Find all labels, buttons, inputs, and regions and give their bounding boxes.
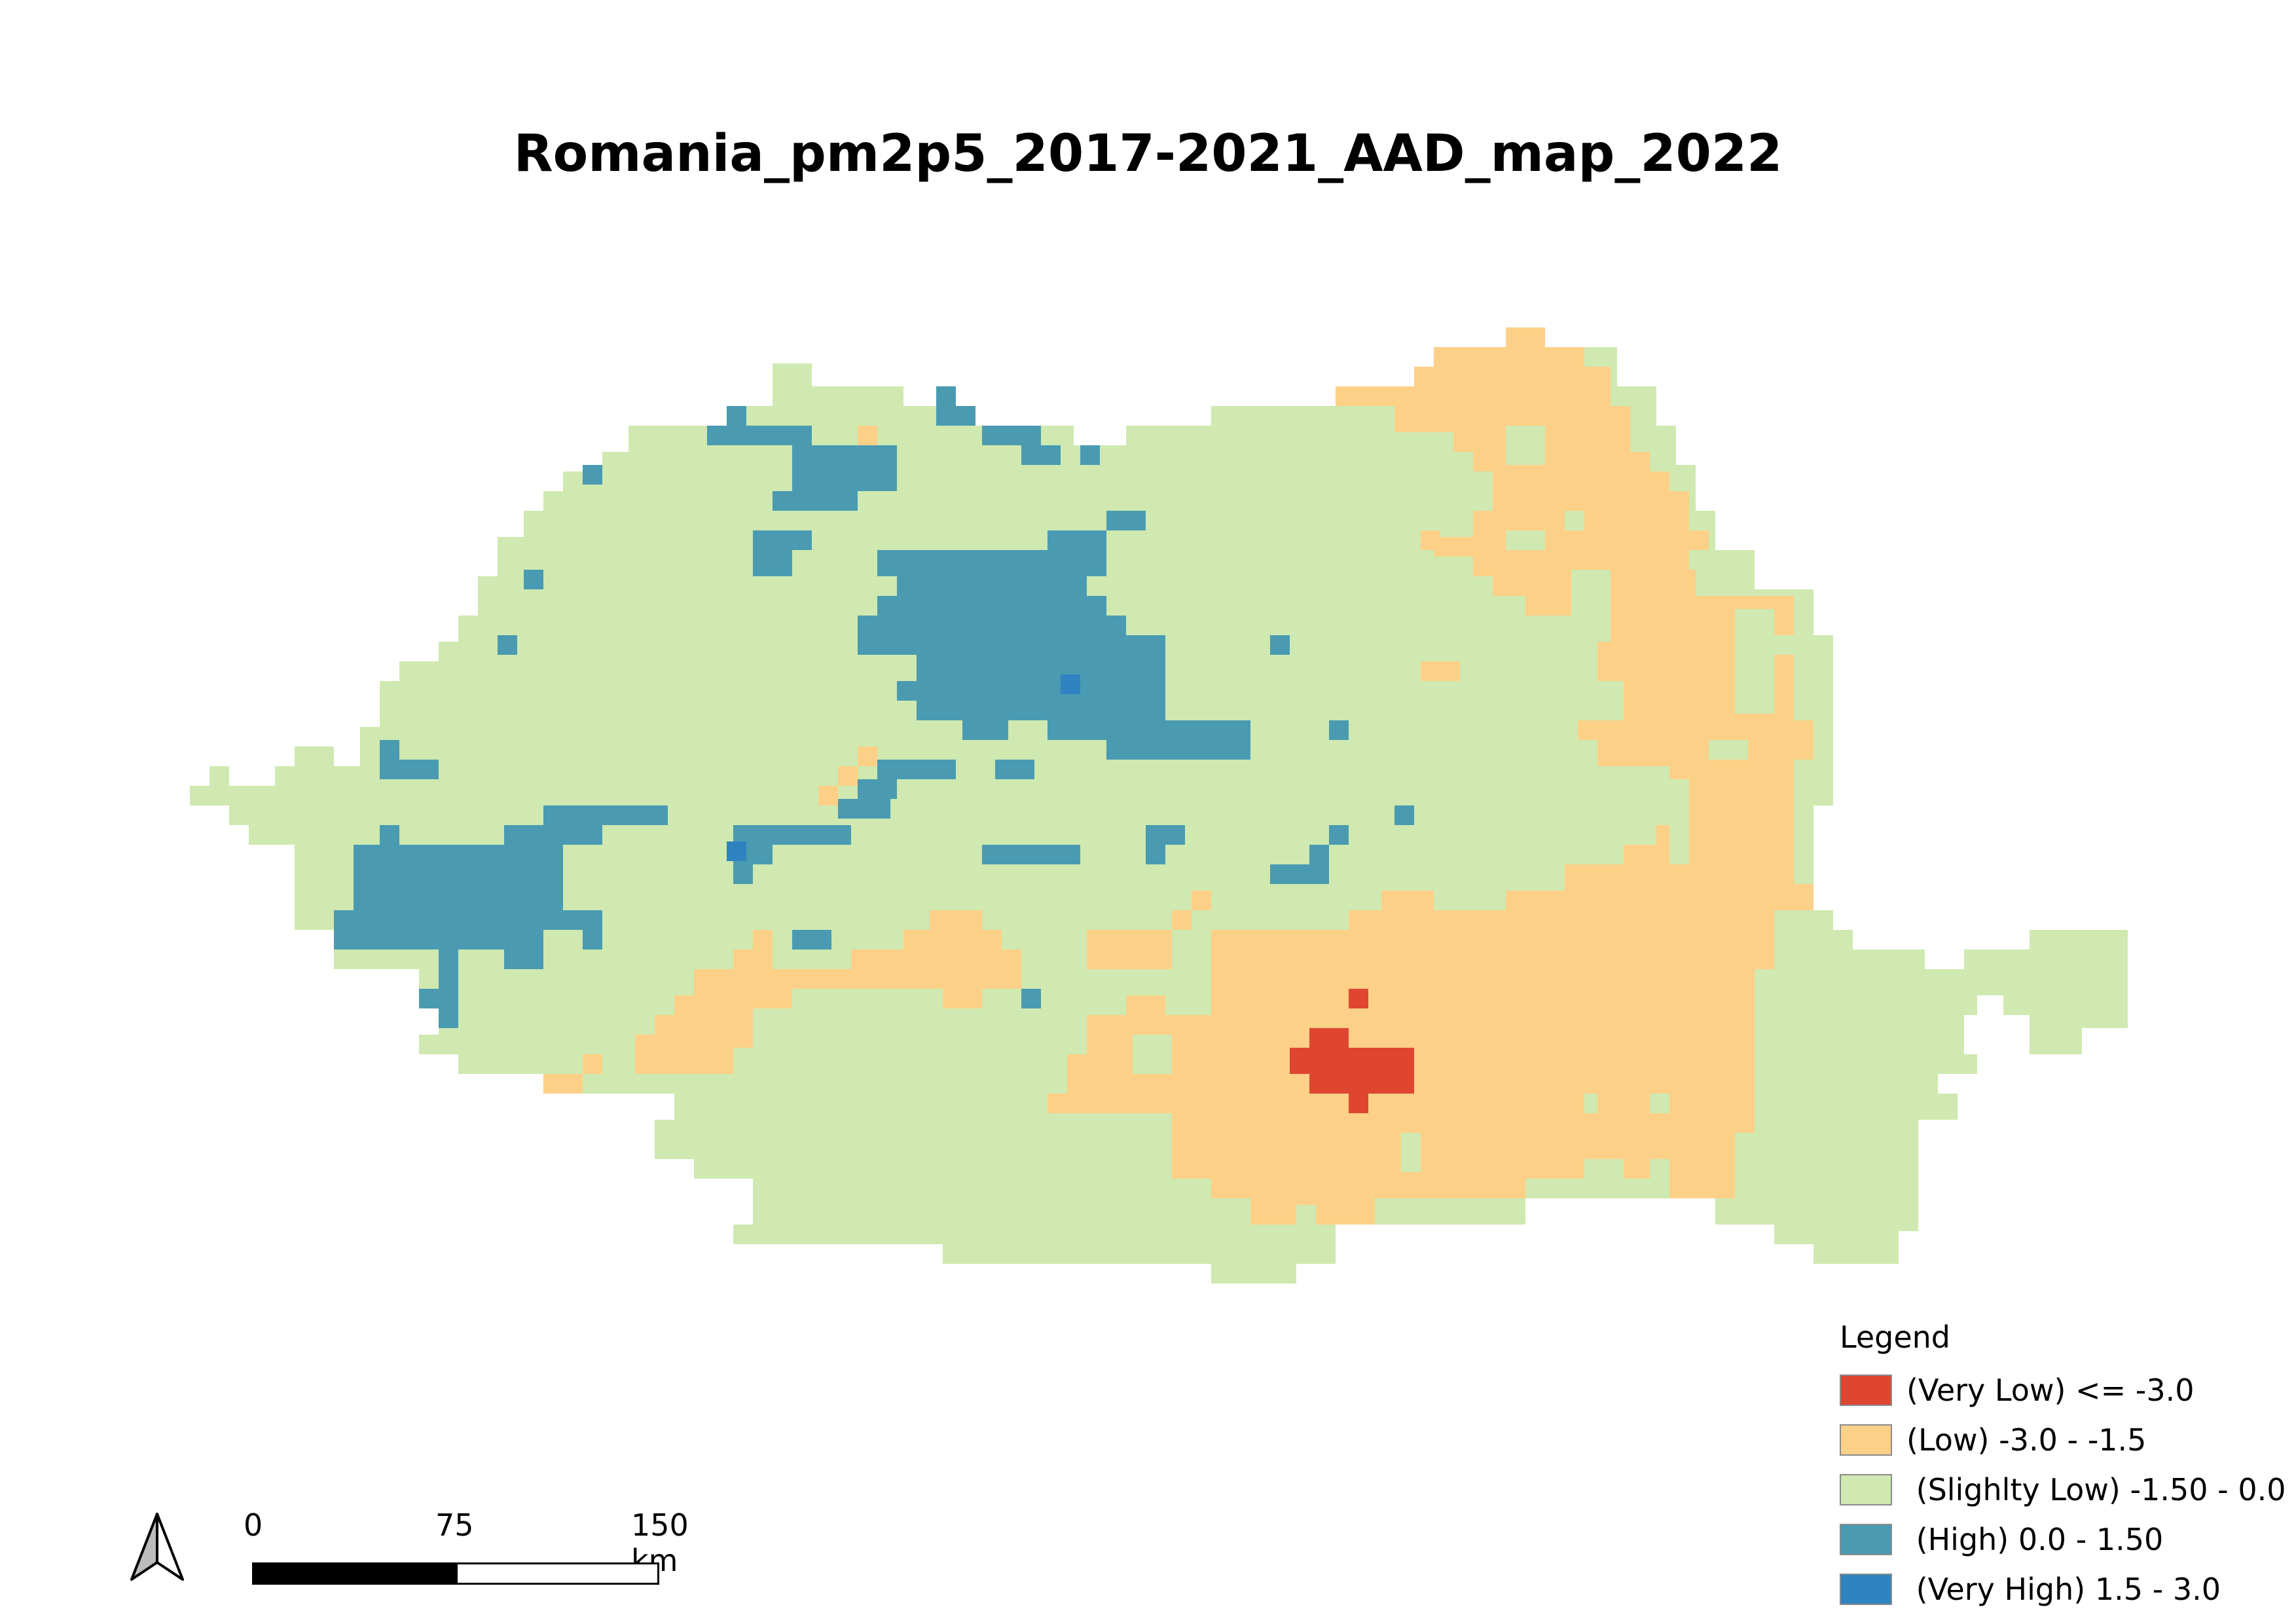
country-background (190, 347, 2128, 1283)
legend-label: (Low) -3.0 - -1.5 (1906, 1422, 2147, 1458)
legend-item-very-low: (Very Low) <= -3.0 (1840, 1365, 2291, 1415)
legend-item-very-high: (Very High) 1.5 - 3.0 (1840, 1564, 2291, 1614)
very-low-region (1290, 989, 1414, 1113)
legend-item-slightly-low: (Slighlty Low) -1.50 - 0.0 (1840, 1465, 2291, 1515)
high-region-central (858, 530, 1250, 760)
slightly-low-region (190, 347, 2128, 1283)
legend: Legend (Very Low) <= -3.0 (Low) -3.0 - -… (1840, 1320, 2291, 1614)
legend-label: (Very Low) <= -3.0 (1906, 1373, 2195, 1408)
legend-swatch (1840, 1524, 1892, 1555)
legend-item-low: (Low) -3.0 - -1.5 (1840, 1415, 2291, 1465)
map-title: Romania_pm2p5_2017-2021_AAD_map_2022 (513, 124, 1783, 183)
legend-item-high: (High) 0.0 - 1.50 (1840, 1515, 2291, 1564)
legend-label: (Very High) 1.5 - 3.0 (1906, 1572, 2221, 1607)
legend-swatch (1840, 1574, 1892, 1605)
legend-title: Legend (1840, 1320, 1950, 1355)
legend-swatch (1840, 1375, 1892, 1406)
scale-bar: 0 75 150 km (244, 1507, 689, 1586)
low-region-oltenia (635, 910, 1021, 1074)
north-arrow-icon (128, 1511, 187, 1583)
slightly-low-islands (1133, 426, 1774, 1198)
legend-swatch (1840, 1474, 1892, 1505)
very-high-cells (727, 674, 1080, 861)
high-region-north (773, 445, 897, 511)
scale-segment-black (252, 1562, 456, 1585)
low-region-east (1336, 327, 1813, 1198)
legend-swatch (1840, 1424, 1892, 1456)
high-region-west (334, 805, 668, 1028)
high-regions (334, 386, 1414, 1028)
scale-segment-white (456, 1562, 659, 1585)
scale-label-75: 75 (435, 1507, 474, 1543)
scale-label-0: 0 (244, 1507, 263, 1543)
legend-label: (High) 0.0 - 1.50 (1906, 1522, 2164, 1557)
legend-label: (Slighlty Low) -1.50 - 0.0 (1906, 1472, 2286, 1507)
